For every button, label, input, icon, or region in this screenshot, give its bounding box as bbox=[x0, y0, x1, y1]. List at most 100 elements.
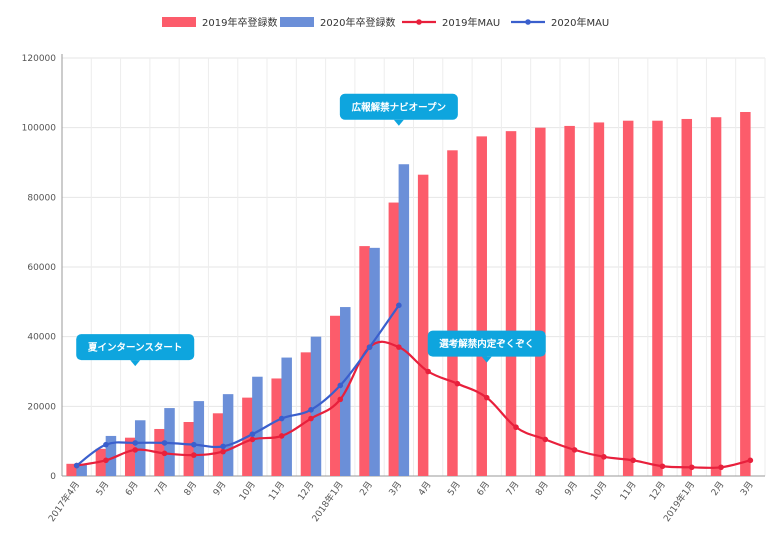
callout-text: 夏インターンスタート bbox=[87, 342, 182, 354]
x-tick-label: 9月 bbox=[211, 479, 228, 497]
line-point bbox=[396, 344, 402, 350]
legend-swatch bbox=[162, 17, 196, 27]
line-point bbox=[132, 440, 139, 446]
line-point bbox=[191, 452, 197, 458]
x-tick-label: 4月 bbox=[416, 479, 433, 497]
x-tick-label: 12月 bbox=[296, 479, 317, 502]
x-tick-label: 2017年4月 bbox=[46, 479, 83, 524]
callout-pointer bbox=[130, 360, 141, 367]
x-tick-label: 3月 bbox=[738, 479, 755, 497]
line-point bbox=[220, 443, 226, 450]
grid bbox=[61, 57, 766, 477]
line-point bbox=[132, 447, 139, 453]
bar bbox=[505, 131, 517, 476]
bar bbox=[564, 125, 575, 477]
line-point bbox=[161, 450, 168, 457]
x-tick-label: 11月 bbox=[266, 479, 287, 502]
legend-label: 2019年卒登録数 bbox=[202, 16, 277, 29]
bar bbox=[622, 120, 634, 476]
callout-box bbox=[339, 93, 458, 120]
y-tick-label: 20000 bbox=[27, 402, 56, 412]
line-point bbox=[278, 415, 285, 422]
callout-text: 選考解禁内定ぞくぞく bbox=[439, 338, 534, 350]
line-point bbox=[718, 464, 724, 471]
bar bbox=[300, 352, 312, 476]
line-point bbox=[513, 424, 519, 431]
bar bbox=[330, 315, 341, 476]
x-tick-label: 9月 bbox=[563, 479, 580, 497]
line-point bbox=[220, 448, 226, 455]
bar bbox=[76, 463, 87, 476]
line-point bbox=[337, 396, 344, 403]
bar bbox=[535, 127, 546, 477]
y-tick-label: 80000 bbox=[27, 193, 56, 203]
bar bbox=[222, 394, 234, 476]
y-tick-label: 40000 bbox=[27, 333, 56, 343]
callout: 夏インターンスタート bbox=[76, 334, 195, 367]
x-tick-label: 2月 bbox=[709, 479, 726, 497]
callout-box bbox=[76, 334, 195, 361]
line-point bbox=[191, 441, 197, 448]
callout: 広報解禁ナビオープン bbox=[339, 93, 458, 126]
bar bbox=[66, 463, 77, 476]
bar bbox=[183, 422, 195, 476]
line-point bbox=[249, 436, 256, 443]
bar bbox=[740, 111, 751, 476]
bar bbox=[417, 174, 429, 477]
line-point bbox=[483, 394, 490, 401]
x-tick-label: 3月 bbox=[387, 479, 404, 497]
line-point bbox=[454, 380, 461, 387]
bar bbox=[476, 136, 487, 476]
x-tick-label: 7月 bbox=[153, 479, 170, 497]
x-tick-label: 8月 bbox=[182, 479, 199, 497]
callout-pointer bbox=[393, 119, 404, 126]
line-point bbox=[337, 382, 344, 389]
line-point bbox=[73, 462, 80, 469]
bar bbox=[134, 420, 146, 476]
line-point bbox=[161, 440, 168, 446]
legend: 2019年卒登録数 2020年卒登録数 2019年MAU 2020年MAU bbox=[162, 16, 609, 29]
callout-pointer bbox=[481, 356, 492, 363]
x-tick-label: 6月 bbox=[123, 479, 140, 497]
callout-box bbox=[427, 330, 546, 357]
x-tick-label: 11月 bbox=[618, 479, 639, 502]
bar bbox=[105, 435, 117, 476]
y-tick-label: 60000 bbox=[27, 263, 56, 273]
bar bbox=[359, 246, 370, 476]
callout-text: 広報解禁ナビオープン bbox=[352, 101, 446, 113]
line-point bbox=[308, 415, 314, 422]
legend-label: 2020年MAU bbox=[551, 16, 609, 29]
bar bbox=[193, 401, 205, 476]
bar bbox=[681, 118, 693, 476]
bar bbox=[124, 437, 136, 476]
bar bbox=[388, 202, 400, 476]
bar bbox=[710, 117, 722, 476]
bar bbox=[369, 247, 380, 476]
y-tick-label: 100000 bbox=[22, 124, 57, 134]
legend-label: 2019年MAU bbox=[442, 16, 500, 29]
bar bbox=[447, 150, 458, 476]
legend-swatch-dot bbox=[416, 19, 422, 25]
x-tick-label: 5月 bbox=[445, 479, 462, 497]
legend-swatch-dot bbox=[525, 19, 531, 25]
lines bbox=[73, 302, 754, 471]
line-point bbox=[308, 407, 314, 413]
x-tick-label: 5月 bbox=[94, 479, 111, 497]
x-tick-label: 12月 bbox=[647, 479, 668, 502]
line-point bbox=[103, 457, 109, 464]
line-point bbox=[278, 433, 285, 439]
line-point bbox=[396, 302, 402, 309]
x-tick-label: 6月 bbox=[475, 479, 492, 497]
callout: 選考解禁内定ぞくぞく bbox=[427, 330, 546, 363]
bar bbox=[252, 376, 263, 476]
line-point bbox=[747, 457, 754, 464]
y-axis: 0 20000 40000 60000 80000 100000 120000 bbox=[22, 54, 765, 482]
line-point bbox=[601, 454, 607, 460]
y-tick-label: 120000 bbox=[22, 54, 57, 64]
x-tick-label: 10月 bbox=[237, 479, 258, 502]
x-tick-label: 2月 bbox=[358, 479, 375, 497]
legend-swatch bbox=[280, 17, 314, 27]
